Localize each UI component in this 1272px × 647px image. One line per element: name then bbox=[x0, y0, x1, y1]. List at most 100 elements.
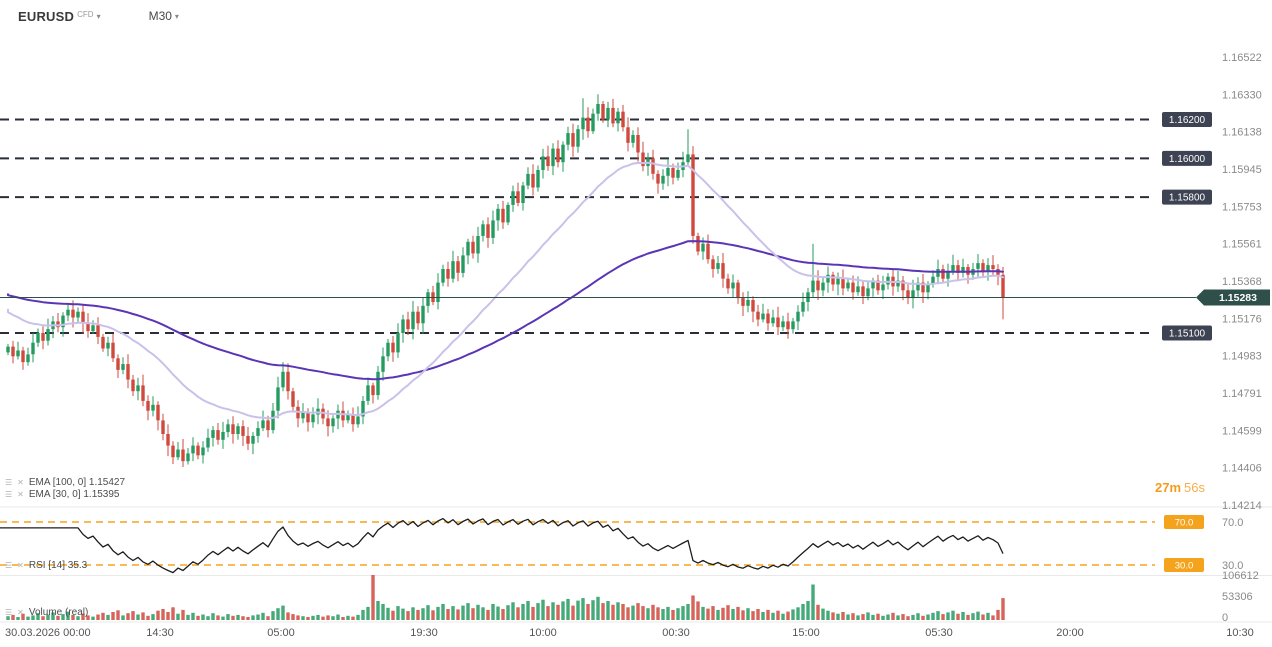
volume-bar bbox=[341, 617, 345, 620]
volume-bar bbox=[936, 611, 940, 620]
volume-bar bbox=[456, 609, 460, 620]
volume-bar bbox=[71, 614, 75, 620]
volume-bar bbox=[731, 609, 735, 620]
time-axis-label: 00:30 bbox=[662, 627, 690, 639]
volume-bar bbox=[906, 616, 910, 620]
volume-bar bbox=[291, 614, 295, 620]
volume-bar bbox=[566, 598, 570, 620]
price-level-badge-label: 1.15800 bbox=[1169, 193, 1206, 204]
volume-bar bbox=[881, 615, 885, 620]
time-axis-label: 30.03.2026 00:00 bbox=[5, 627, 91, 639]
volume-bar bbox=[546, 606, 550, 620]
volume-bar bbox=[641, 606, 645, 620]
price-axis[interactable] bbox=[1212, 30, 1272, 610]
candle-body bbox=[166, 434, 170, 446]
volume-bar bbox=[441, 604, 445, 620]
candle-body bbox=[916, 282, 920, 291]
rsi-band-badge-label: 70.0 bbox=[1175, 518, 1194, 529]
indicator-close-icon[interactable]: ✕ bbox=[17, 477, 24, 487]
symbol-selector[interactable]: EURUSD CFD ▾ bbox=[18, 9, 101, 24]
candle-body bbox=[896, 280, 900, 287]
volume-bar bbox=[646, 608, 650, 620]
indicator-close-icon[interactable]: ✕ bbox=[17, 489, 24, 499]
candle-body bbox=[986, 265, 990, 271]
volume-bar bbox=[101, 612, 105, 620]
volume-bar bbox=[576, 600, 580, 620]
candle-body bbox=[801, 302, 805, 312]
volume-bar bbox=[811, 584, 815, 620]
timeframe-selector[interactable]: M30 ▾ bbox=[149, 9, 179, 23]
time-axis-label: 10:30 bbox=[1226, 627, 1254, 639]
candle-body bbox=[121, 364, 125, 370]
volume-bar bbox=[21, 613, 25, 620]
volume-bar bbox=[466, 603, 470, 620]
candle-body bbox=[271, 410, 275, 431]
candle-body bbox=[601, 104, 605, 120]
price-level-badge bbox=[1162, 325, 1212, 341]
candle-body bbox=[511, 191, 515, 205]
volume-bar bbox=[426, 605, 430, 620]
indicator-close-icon[interactable]: ✕ bbox=[17, 607, 24, 617]
candle-body bbox=[641, 152, 645, 167]
candle-body bbox=[91, 325, 95, 332]
ema100-line bbox=[7, 240, 1004, 381]
price-axis-label: 1.16138 bbox=[1222, 127, 1262, 139]
candle-body bbox=[661, 175, 665, 184]
volume-bar bbox=[846, 614, 850, 620]
candle-body bbox=[231, 424, 235, 434]
candle-body bbox=[721, 263, 725, 279]
volume-bar bbox=[826, 610, 830, 620]
candle-body bbox=[206, 437, 210, 448]
volume-bar bbox=[921, 615, 925, 620]
candle-body bbox=[686, 154, 690, 163]
candle-body bbox=[141, 385, 145, 401]
candle-body bbox=[181, 449, 185, 462]
candle-body bbox=[571, 133, 575, 147]
candle-body bbox=[516, 191, 520, 203]
candle-body bbox=[716, 263, 720, 269]
indicator-settings-icon[interactable]: ☰ bbox=[5, 477, 13, 487]
indicator-settings-icon[interactable]: ☰ bbox=[5, 560, 13, 570]
indicator-close-icon[interactable]: ✕ bbox=[17, 560, 24, 570]
volume-bar bbox=[266, 616, 270, 620]
candle-body bbox=[931, 276, 935, 285]
indicator-settings-icon[interactable]: ☰ bbox=[5, 607, 13, 617]
volume-bar bbox=[356, 614, 360, 620]
volume-bar bbox=[416, 609, 420, 620]
candle-body bbox=[491, 220, 495, 238]
time-axis[interactable] bbox=[0, 624, 1272, 647]
volume-bar bbox=[231, 615, 235, 620]
candle-body bbox=[71, 309, 75, 318]
volume-bar bbox=[431, 610, 435, 620]
volume-bar bbox=[256, 614, 260, 620]
candle-body bbox=[466, 241, 470, 256]
volume-bar bbox=[501, 609, 505, 620]
volume-bar bbox=[991, 615, 995, 620]
candle-body bbox=[781, 321, 785, 328]
volume-bar bbox=[51, 612, 55, 620]
candle-body bbox=[736, 282, 740, 299]
volume-bar bbox=[146, 615, 150, 620]
volume-bar bbox=[721, 607, 725, 620]
candle-body bbox=[361, 401, 365, 417]
volume-bar bbox=[201, 614, 205, 620]
volume-bar bbox=[931, 612, 935, 620]
candle-body bbox=[16, 350, 20, 357]
candle-body bbox=[866, 288, 870, 297]
candle-body bbox=[746, 300, 750, 306]
symbol-label: EURUSD bbox=[18, 9, 75, 24]
candle-body bbox=[906, 290, 910, 299]
candle-body bbox=[246, 435, 250, 444]
price-axis-label: 1.15368 bbox=[1222, 276, 1262, 288]
volume-bar bbox=[926, 614, 930, 620]
volume-bar bbox=[676, 608, 680, 620]
candle-body bbox=[881, 284, 885, 291]
volume-bar bbox=[346, 615, 350, 620]
volume-bar bbox=[651, 604, 655, 620]
indicator-settings-icon[interactable]: ☰ bbox=[5, 489, 13, 499]
candle-body bbox=[481, 224, 485, 236]
volume-bar bbox=[36, 613, 40, 620]
volume-bar bbox=[891, 612, 895, 620]
candle-body bbox=[486, 224, 490, 238]
